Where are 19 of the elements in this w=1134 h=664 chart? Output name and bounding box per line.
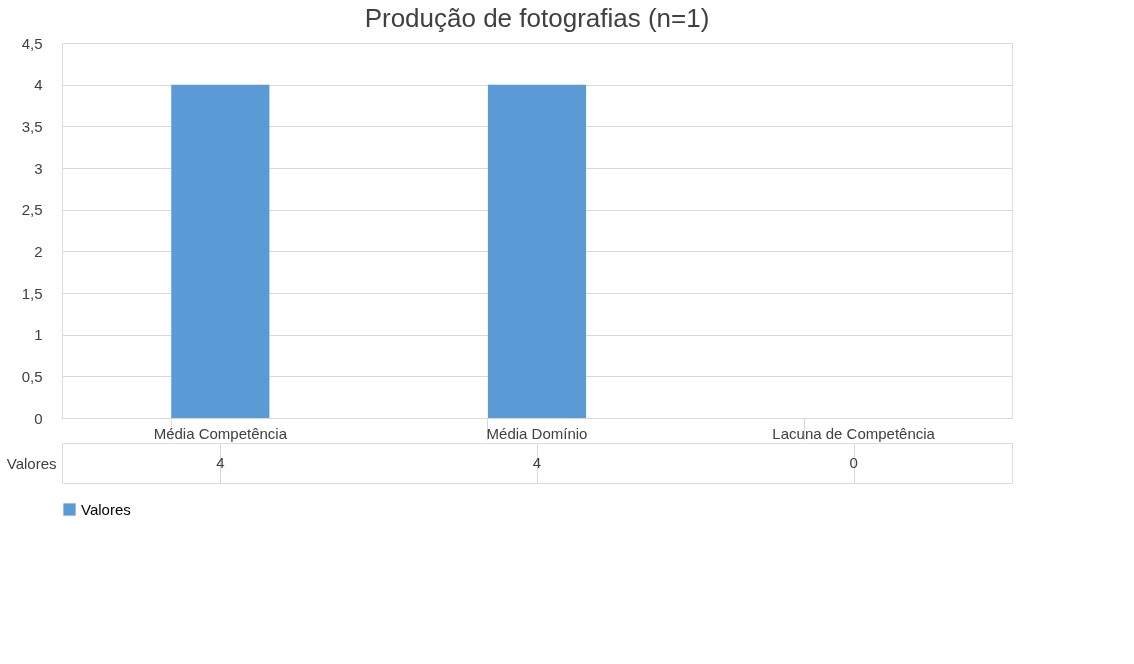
data-label: 0: [849, 454, 858, 471]
y-tick-label: 4,5: [21, 34, 43, 52]
data-label: 4: [532, 454, 542, 471]
y-tick-label: 4: [34, 76, 43, 94]
y-tick-label: 3,5: [21, 117, 43, 135]
y-tick-label: 1: [34, 326, 43, 344]
legend-label: Valores: [81, 500, 131, 518]
x-tick-label: Lacuna de Competência: [772, 424, 936, 442]
y-tick-label: 1,5: [21, 284, 43, 302]
y-tick-label: 0: [34, 409, 43, 427]
chart-title: Produção de fotografias (n=1): [364, 3, 710, 33]
y-tick-label: 2: [34, 242, 43, 260]
y-tick-label: 2,5: [21, 201, 43, 219]
x-tick-label: Média Competência: [153, 424, 288, 442]
y-tick-label: 0,5: [21, 367, 43, 385]
x-tick-label: Média Domínio: [486, 424, 588, 442]
data-label: 4: [216, 454, 225, 471]
text: Valores: [6, 454, 57, 472]
y-tick-label: 3: [34, 159, 43, 177]
